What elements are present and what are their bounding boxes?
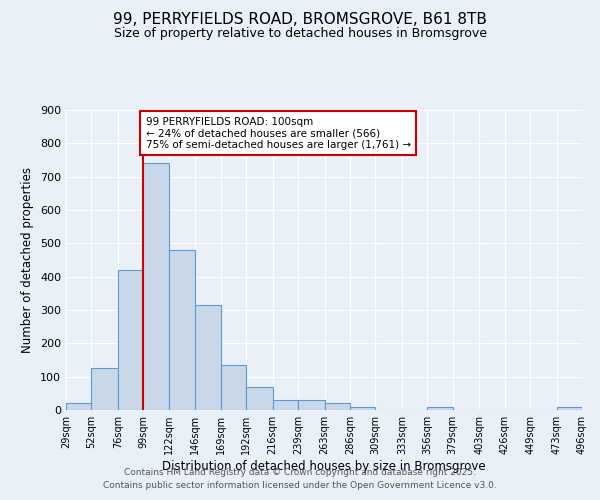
Bar bbox=[169, 250, 195, 410]
Bar bbox=[325, 404, 350, 410]
Y-axis label: Number of detached properties: Number of detached properties bbox=[22, 167, 34, 353]
Bar bbox=[427, 408, 453, 410]
Bar bbox=[557, 408, 582, 410]
Text: Contains HM Land Registry data © Crown copyright and database right 2025.: Contains HM Land Registry data © Crown c… bbox=[124, 468, 476, 477]
Text: 99 PERRYFIELDS ROAD: 100sqm
← 24% of detached houses are smaller (566)
75% of se: 99 PERRYFIELDS ROAD: 100sqm ← 24% of det… bbox=[146, 116, 410, 150]
Bar bbox=[298, 400, 325, 410]
Bar bbox=[221, 365, 246, 410]
Bar bbox=[272, 400, 298, 410]
Bar bbox=[66, 404, 91, 410]
Bar bbox=[246, 388, 272, 410]
X-axis label: Distribution of detached houses by size in Bromsgrove: Distribution of detached houses by size … bbox=[162, 460, 486, 473]
Bar bbox=[350, 406, 376, 410]
Bar bbox=[195, 305, 221, 410]
Bar bbox=[118, 270, 143, 410]
Text: 99, PERRYFIELDS ROAD, BROMSGROVE, B61 8TB: 99, PERRYFIELDS ROAD, BROMSGROVE, B61 8T… bbox=[113, 12, 487, 28]
Text: Size of property relative to detached houses in Bromsgrove: Size of property relative to detached ho… bbox=[113, 28, 487, 40]
Bar bbox=[91, 368, 118, 410]
Text: Contains public sector information licensed under the Open Government Licence v3: Contains public sector information licen… bbox=[103, 480, 497, 490]
Bar bbox=[143, 164, 169, 410]
